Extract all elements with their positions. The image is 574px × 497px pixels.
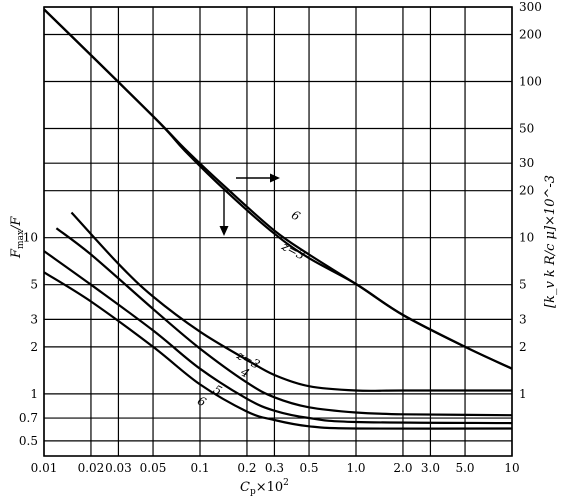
curve-label: z=3 <box>279 239 308 263</box>
right-y-axis-label: [k_v k R/c μ]×10^-3 <box>543 175 558 308</box>
right-y-tick-label: 30 <box>519 156 534 170</box>
x-tick-label: 5.0 <box>455 461 474 475</box>
right-y-tick-label: 100 <box>519 75 542 89</box>
right-y-tick-label: 20 <box>519 184 534 198</box>
series-right-line-1 <box>43 8 513 370</box>
plot-frame <box>43 6 513 457</box>
left-y-tick-label: 3 <box>30 312 38 326</box>
right-y-tick-label: 10 <box>519 231 534 245</box>
left-y-tick-label: 1 <box>30 387 38 401</box>
left-y-tick-label: 5 <box>30 278 38 292</box>
series-right-line-2 <box>43 8 513 370</box>
left-y-axis-label: Fmax/F <box>9 216 26 259</box>
x-tick-label: 0.2 <box>237 461 256 475</box>
right-y-tick-labels: 1 2 3 5 10 20 30 50 100 200 300 <box>519 0 542 401</box>
curve-label: 5 <box>211 382 224 398</box>
x-tick-label: 10 <box>504 461 519 475</box>
left-y-tick-label: 0.7 <box>19 411 38 425</box>
x-tick-label: 0.5 <box>299 461 318 475</box>
series-group <box>43 8 513 430</box>
right-y-tick-label: 1 <box>519 387 527 401</box>
left-y-tick-labels: 0.5 0.7 1 2 3 5 10 <box>19 231 38 448</box>
left-y-tick-label: 2 <box>30 340 38 354</box>
left-y-tick-label: 10 <box>23 231 38 245</box>
x-tick-label: 0.1 <box>190 461 209 475</box>
x-tick-label: 3.0 <box>421 461 440 475</box>
curve-label: 6 <box>289 208 303 224</box>
curve-label: 6 <box>195 394 209 410</box>
right-y-tick-label: 300 <box>519 0 542 14</box>
right-y-tick-label: 2 <box>519 340 527 354</box>
series-left-line-2 <box>55 227 513 417</box>
x-tick-label: 2.0 <box>393 461 412 475</box>
right-arrow-head <box>270 173 280 183</box>
right-y-tick-label: 200 <box>519 28 542 42</box>
left-y-tick-label: 0.5 <box>19 434 38 448</box>
x-tick-labels: 0.01 0.02 0.03 0.05 0.1 0.2 0.3 0.5 1.0 2.0 3.0 5.0… <box>31 461 520 475</box>
right-y-tick-label: 5 <box>519 278 527 292</box>
x-tick-label: 0.02 <box>78 461 105 475</box>
series-left-line-1 <box>70 211 512 392</box>
x-tick-label: 0.03 <box>105 461 132 475</box>
x-tick-label: 1.0 <box>346 461 365 475</box>
x-axis-label: Cp×102 <box>240 478 289 497</box>
series-left-line-3 <box>43 250 513 425</box>
right-y-tick-label: 50 <box>519 122 534 136</box>
grid <box>43 6 513 456</box>
series-left-line-4 <box>43 271 513 430</box>
down-arrow-head <box>219 226 229 236</box>
x-tick-label: 0.05 <box>140 461 167 475</box>
x-tick-label: 0.01 <box>31 461 58 475</box>
right-y-tick-label: 3 <box>519 312 527 326</box>
x-tick-label: 0.3 <box>265 461 284 475</box>
arrows <box>219 173 280 236</box>
